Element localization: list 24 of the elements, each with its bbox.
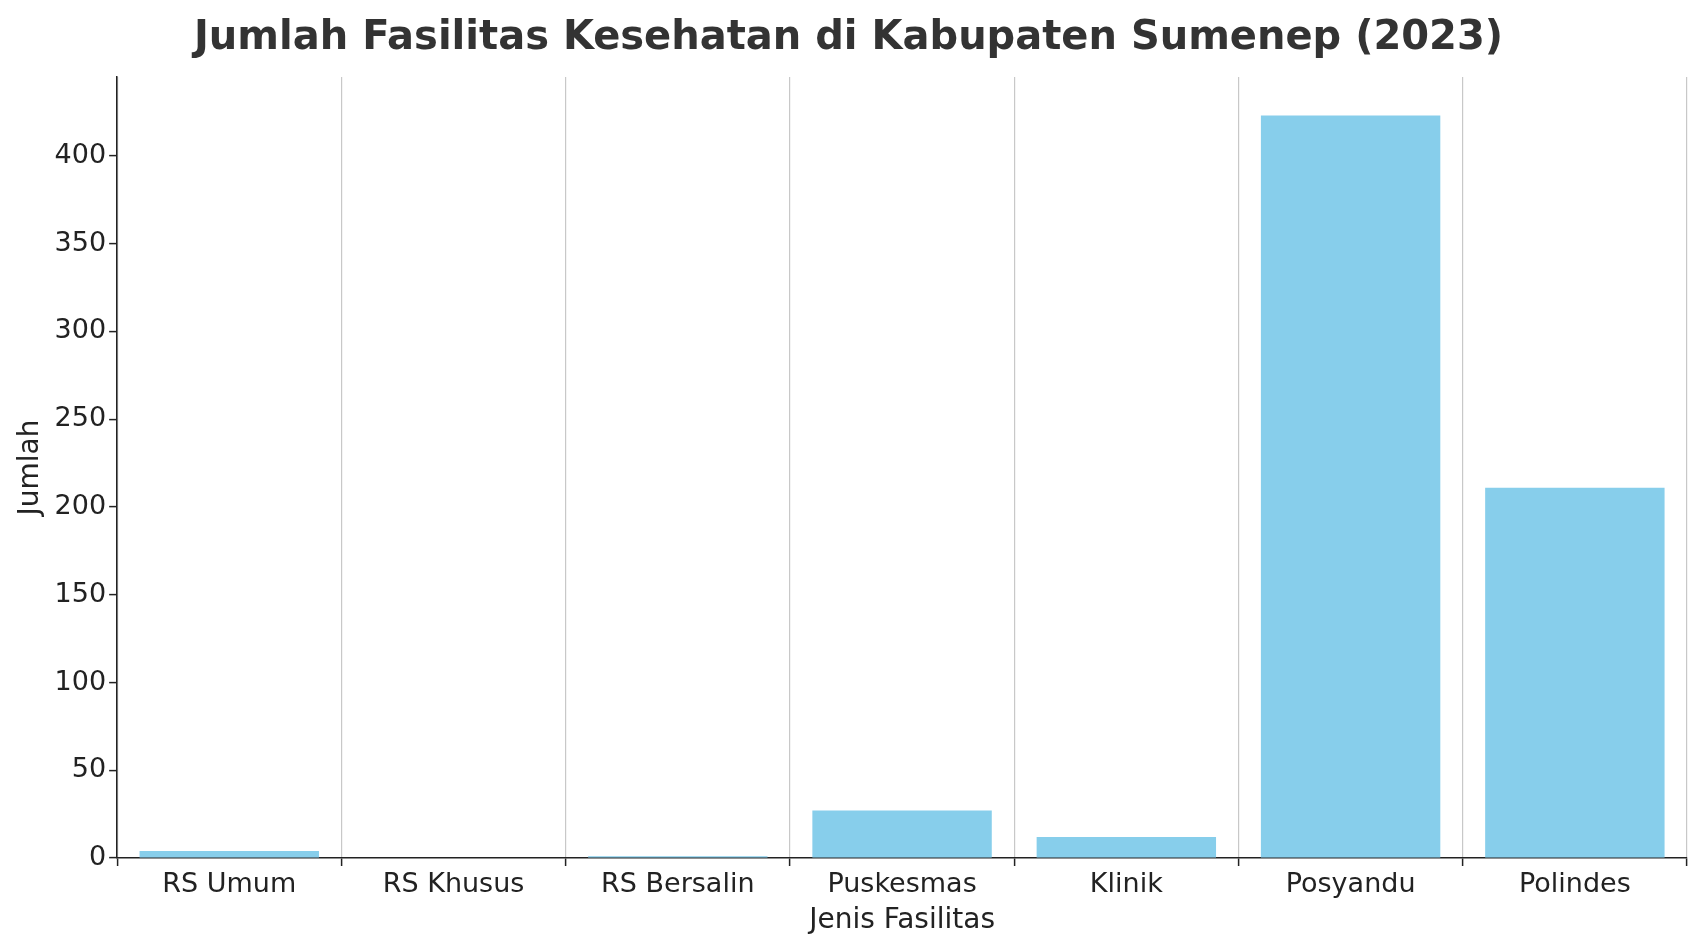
- x-tick-label: RS Khusus: [382, 867, 525, 899]
- bar: [812, 810, 992, 858]
- y-tick-label: 350: [54, 225, 107, 257]
- bar: [1485, 487, 1665, 858]
- chart-title: Jumlah Fasilitas Kesehatan di Kabupaten Sumenep (2023): [190, 12, 1504, 59]
- y-tick-label: 100: [54, 664, 107, 696]
- y-tick-label: 200: [54, 489, 107, 520]
- bar: [1036, 836, 1217, 858]
- y-tick-label: 250: [54, 401, 107, 433]
- bar: [1260, 115, 1441, 858]
- y-tick-label: 150: [54, 576, 107, 608]
- y-tick-label: 50: [71, 752, 107, 784]
- x-axis-title: Jenis Fasilitas: [807, 902, 995, 936]
- bar: [139, 850, 319, 858]
- x-tick-label: RS Umum: [162, 867, 297, 899]
- x-tick-label: Posyandu: [1285, 867, 1416, 899]
- y-tick-label: 0: [88, 840, 107, 872]
- y-tick-label: 400: [54, 137, 107, 169]
- x-tick-label: Klinik: [1089, 867, 1164, 899]
- x-tick-label: Puskesmas: [827, 867, 977, 899]
- x-tick-label: RS Bersalin: [601, 867, 755, 899]
- x-tick-label: Polindes: [1518, 867, 1631, 899]
- y-tick-label: 300: [54, 313, 107, 345]
- y-axis-title: Jumlah: [12, 419, 46, 518]
